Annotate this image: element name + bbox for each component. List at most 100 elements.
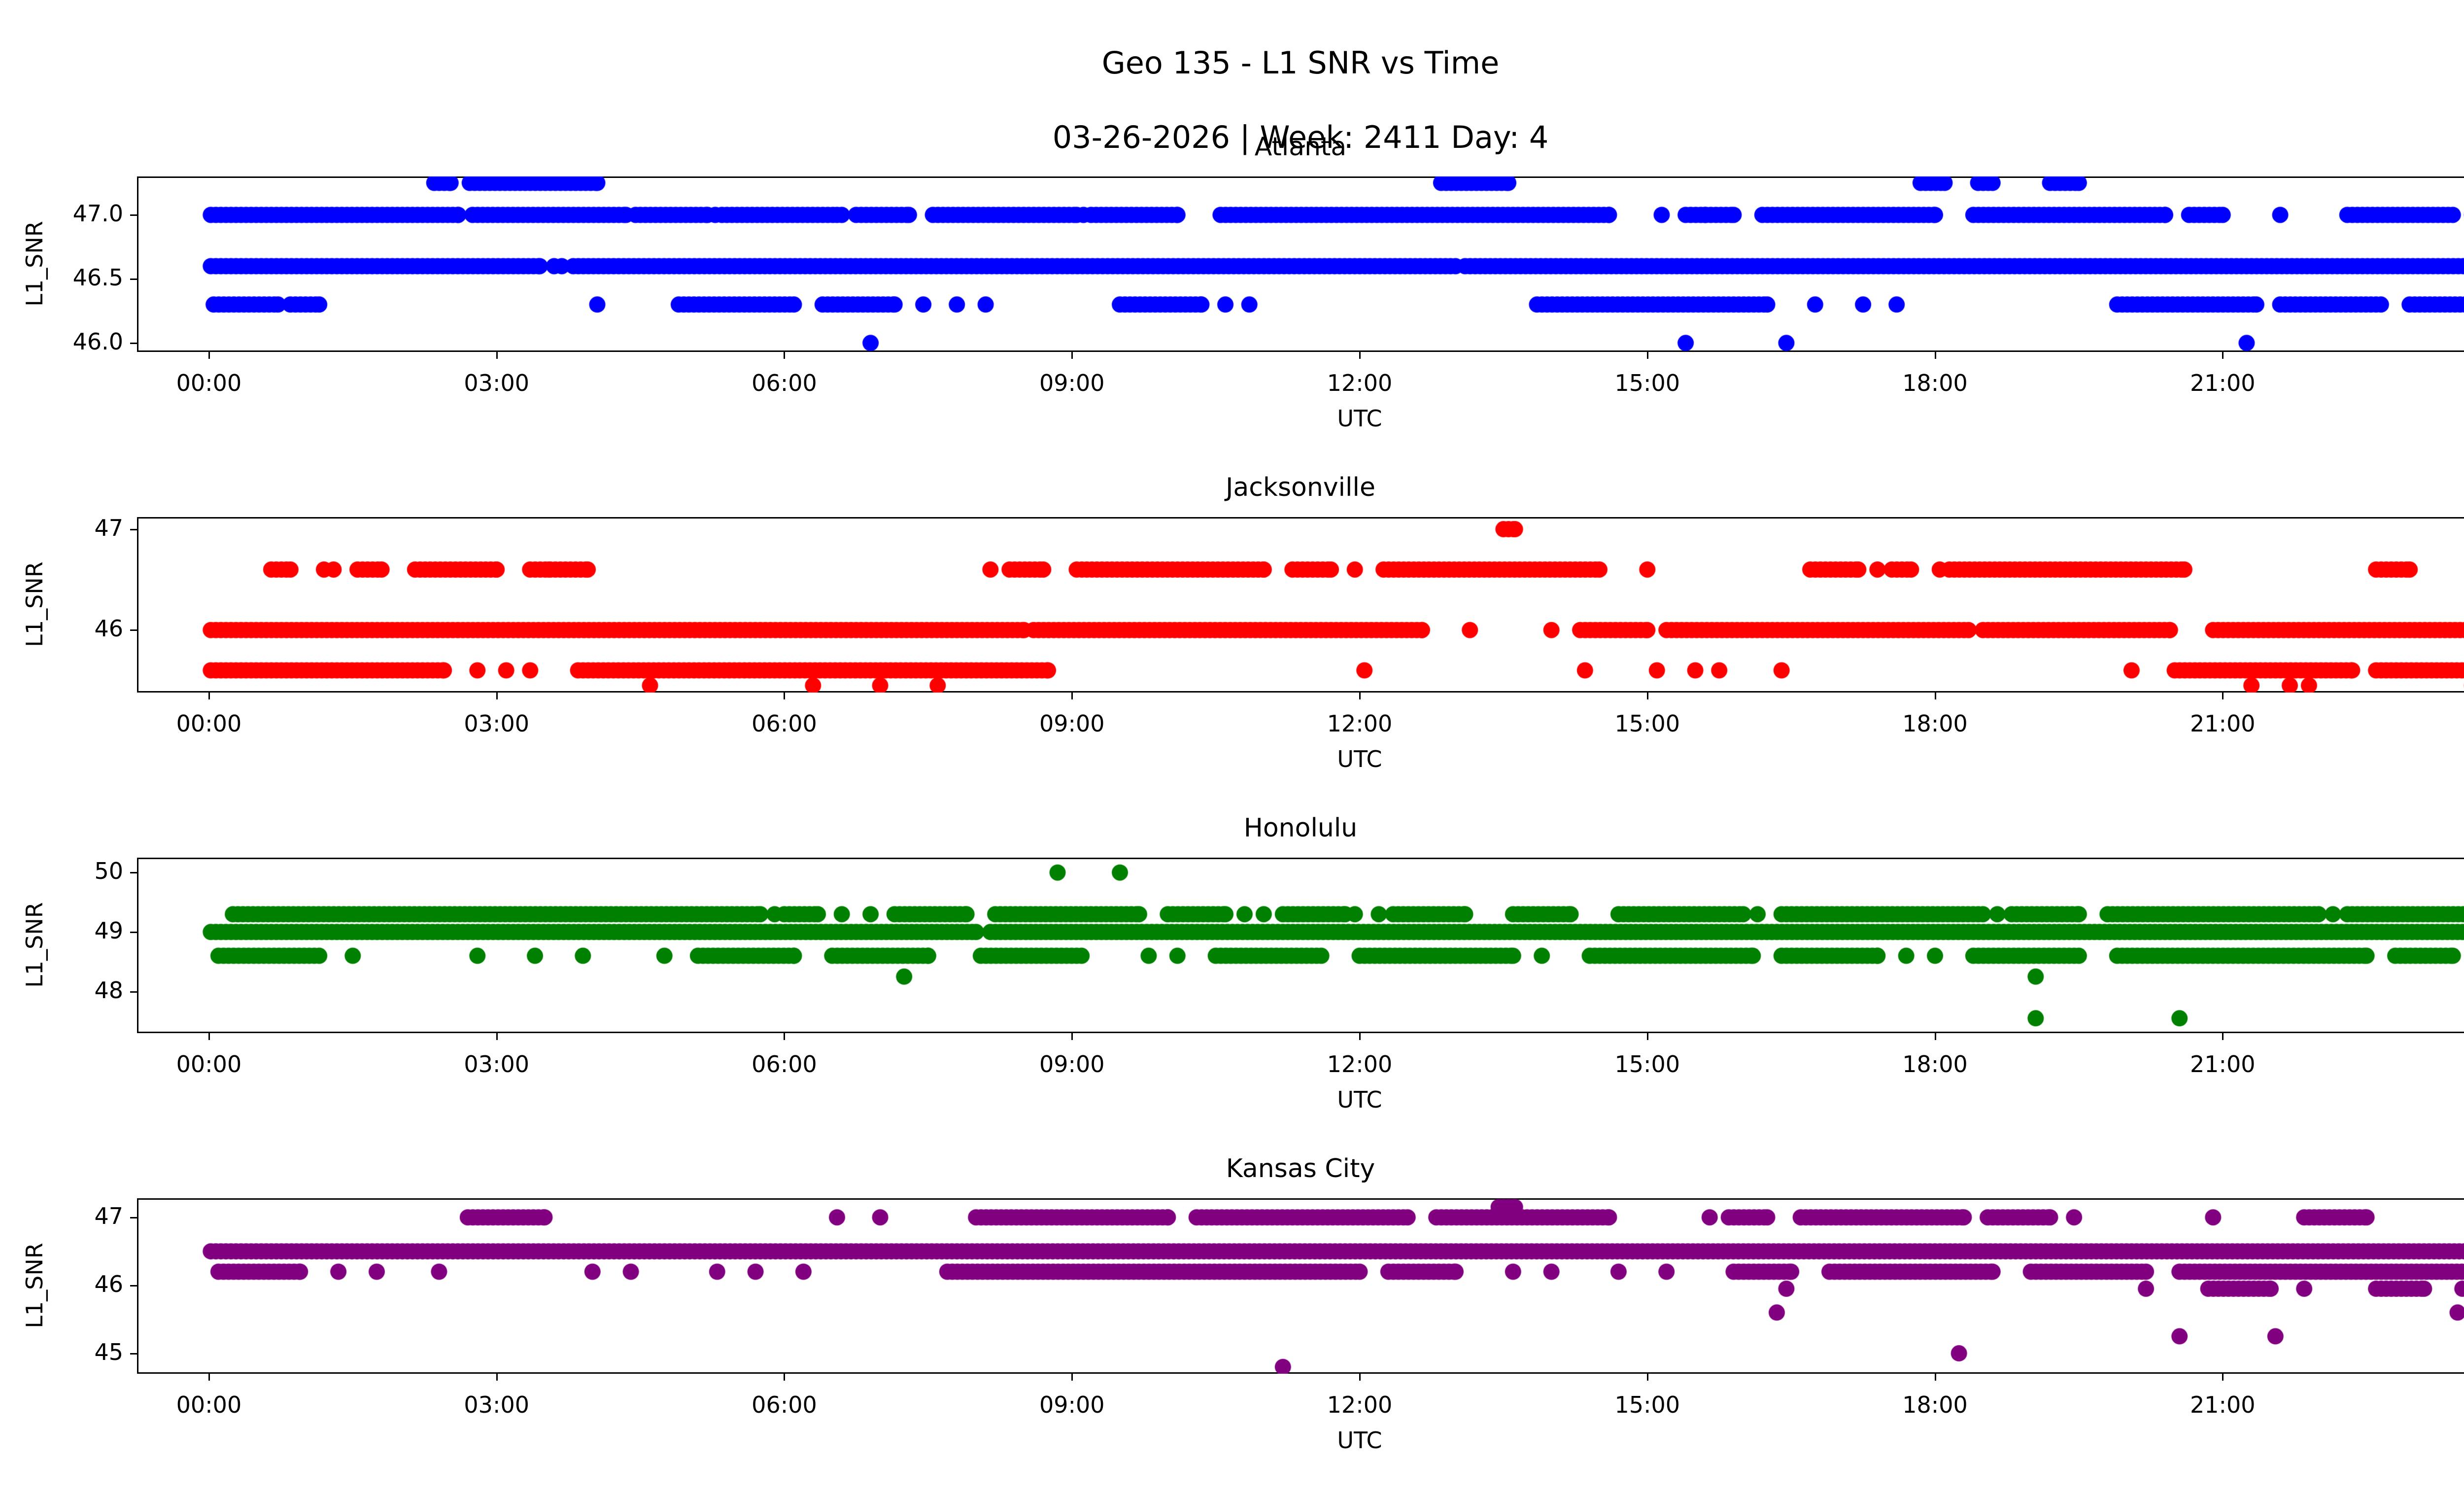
x-tick-mark [496,1374,498,1381]
x-tick-label: 15:00 [1614,1051,1680,1078]
x-tick-mark [2222,1033,2224,1040]
x-tick-mark [1359,352,1361,359]
subplot-title: Atlanta [1254,132,1347,162]
x-axis-label: UTC [1337,1086,1382,1113]
figure-title: Geo 135 - L1 SNR vs Time 03-26-2026 | We… [0,7,2464,193]
x-tick-label: 06:00 [752,1391,817,1418]
x-tick-label: 06:00 [752,710,817,737]
x-tick-label: 12:00 [1327,370,1393,396]
y-tick-label: 46 [94,1270,123,1297]
y-tick-mark [130,1285,137,1286]
x-axis-label: UTC [1337,405,1382,432]
y-tick-mark [130,932,137,933]
x-tick-label: 00:00 [176,370,242,396]
x-tick-label: 00:00 [2436,1391,2464,1418]
x-tick-mark [1071,352,1073,359]
x-tick-mark [1071,1033,1073,1040]
x-tick-label: 18:00 [1902,710,1968,737]
x-tick-mark [784,352,785,359]
x-tick-mark [1071,1374,1073,1381]
scatter-markers [137,517,2464,693]
x-tick-mark [496,352,498,359]
x-tick-mark [2222,1374,2224,1381]
x-tick-label: 15:00 [1614,1391,1680,1418]
x-tick-label: 09:00 [1039,710,1105,737]
y-tick-label: 46.0 [72,328,123,355]
x-tick-label: 09:00 [1039,1391,1105,1418]
x-tick-label: 00:00 [176,1051,242,1078]
x-tick-label: 12:00 [1327,1391,1393,1418]
y-tick-mark [130,214,137,216]
x-tick-mark [1359,1374,1361,1381]
y-tick-label: 47.0 [72,200,123,227]
y-tick-mark [130,872,137,873]
x-tick-label: 03:00 [464,1051,529,1078]
x-tick-label: 09:00 [1039,370,1105,396]
y-tick-label: 50 [94,858,123,885]
x-tick-label: 18:00 [1902,370,1968,396]
x-tick-label: 21:00 [2190,1051,2256,1078]
x-tick-mark [1647,352,1648,359]
x-tick-label: 00:00 [176,1391,242,1418]
figure-title-line-1: Geo 135 - L1 SNR vs Time [1101,44,1500,81]
y-tick-mark [130,629,137,631]
subplot-title: Kansas City [1226,1154,1375,1183]
subplot-title: Jacksonville [1226,473,1375,502]
x-tick-mark [1935,693,1936,699]
x-tick-label: 15:00 [1614,710,1680,737]
x-tick-label: 03:00 [464,710,529,737]
x-tick-label: 15:00 [1614,370,1680,396]
x-tick-mark [784,1033,785,1040]
scatter-markers [137,1198,2464,1374]
x-tick-label: 12:00 [1327,710,1393,737]
x-tick-mark [208,1033,210,1040]
x-tick-label: 21:00 [2190,370,2256,396]
x-tick-mark [1647,693,1648,699]
y-tick-mark [130,529,137,530]
x-tick-label: 18:00 [1902,1051,1968,1078]
x-tick-label: 03:00 [464,1391,529,1418]
x-tick-label: 09:00 [1039,1051,1105,1078]
x-axis-label: UTC [1337,746,1382,772]
subplot-title: Honolulu [1243,813,1358,843]
x-tick-mark [784,693,785,699]
y-tick-mark [130,1353,137,1355]
x-tick-mark [784,1374,785,1381]
x-tick-label: 18:00 [1902,1391,1968,1418]
y-tick-label: 45 [94,1338,123,1365]
y-tick-label: 46 [94,615,123,642]
x-tick-mark [1359,693,1361,699]
x-tick-label: 03:00 [464,370,529,396]
y-tick-mark [130,1217,137,1218]
y-tick-label: 48 [94,976,123,1004]
x-tick-mark [208,1374,210,1381]
x-axis-label: UTC [1337,1427,1382,1454]
y-tick-label: 47 [94,514,123,541]
x-tick-mark [1935,352,1936,359]
x-tick-mark [496,1033,498,1040]
scatter-markers [137,176,2464,352]
scatter-markers [137,858,2464,1033]
y-tick-label: 49 [94,917,123,944]
x-tick-mark [1359,1033,1361,1040]
x-tick-mark [2222,352,2224,359]
x-tick-mark [496,693,498,699]
x-tick-mark [1935,1374,1936,1381]
x-tick-label: 06:00 [752,1051,817,1078]
x-tick-label: 21:00 [2190,710,2256,737]
y-tick-mark [130,278,137,280]
x-tick-label: 21:00 [2190,1391,2256,1418]
y-tick-mark [130,991,137,993]
y-tick-label: 46.5 [72,264,123,291]
x-tick-label: 12:00 [1327,1051,1393,1078]
x-tick-mark [2222,693,2224,699]
x-tick-mark [1647,1374,1648,1381]
figure-title-line-2: 03-26-2026 | Week: 2411 Day: 4 [1052,119,1549,155]
x-tick-mark [1647,1033,1648,1040]
x-tick-label: 06:00 [752,370,817,396]
